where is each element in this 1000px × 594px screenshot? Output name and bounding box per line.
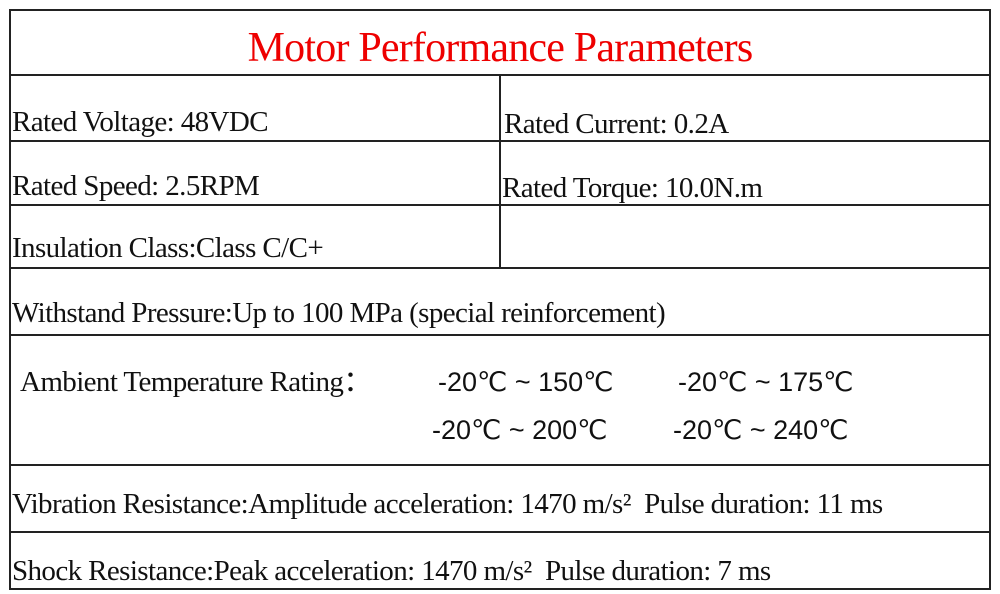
cell: Insulation Class:Class C/C+ [12, 232, 324, 264]
cell: Vibration Resistance:Amplitude accelerat… [12, 488, 883, 520]
border [989, 9, 991, 590]
row-line [9, 334, 991, 336]
temperature-value: -20℃ ~ 200℃ [432, 415, 608, 445]
column-line [499, 74, 501, 269]
temperature-value: -20℃ ~ 150℃ [438, 367, 614, 397]
border [9, 9, 991, 11]
temperature-label: Ambient Temperature Rating： [20, 366, 372, 398]
cell: Withstand Pressure:Up to 100 MPa (specia… [12, 297, 666, 329]
row-line [9, 531, 991, 533]
row-line [9, 464, 991, 466]
title: Motor Performance Parameters [247, 25, 754, 71]
border [9, 9, 11, 590]
border [9, 588, 991, 590]
cell: Rated Voltage: 48VDC [12, 106, 269, 138]
cell: Rated Speed: 2.5RPM [12, 170, 260, 202]
cell: Rated Torque: 10.0N.m [502, 172, 763, 204]
cell: Rated Current: 0.2A [504, 108, 729, 140]
temperature-value: -20℃ ~ 240℃ [673, 415, 849, 445]
temperature-value: -20℃ ~ 175℃ [678, 367, 854, 397]
cell: Shock Resistance:Peak acceleration: 1470… [12, 555, 771, 587]
